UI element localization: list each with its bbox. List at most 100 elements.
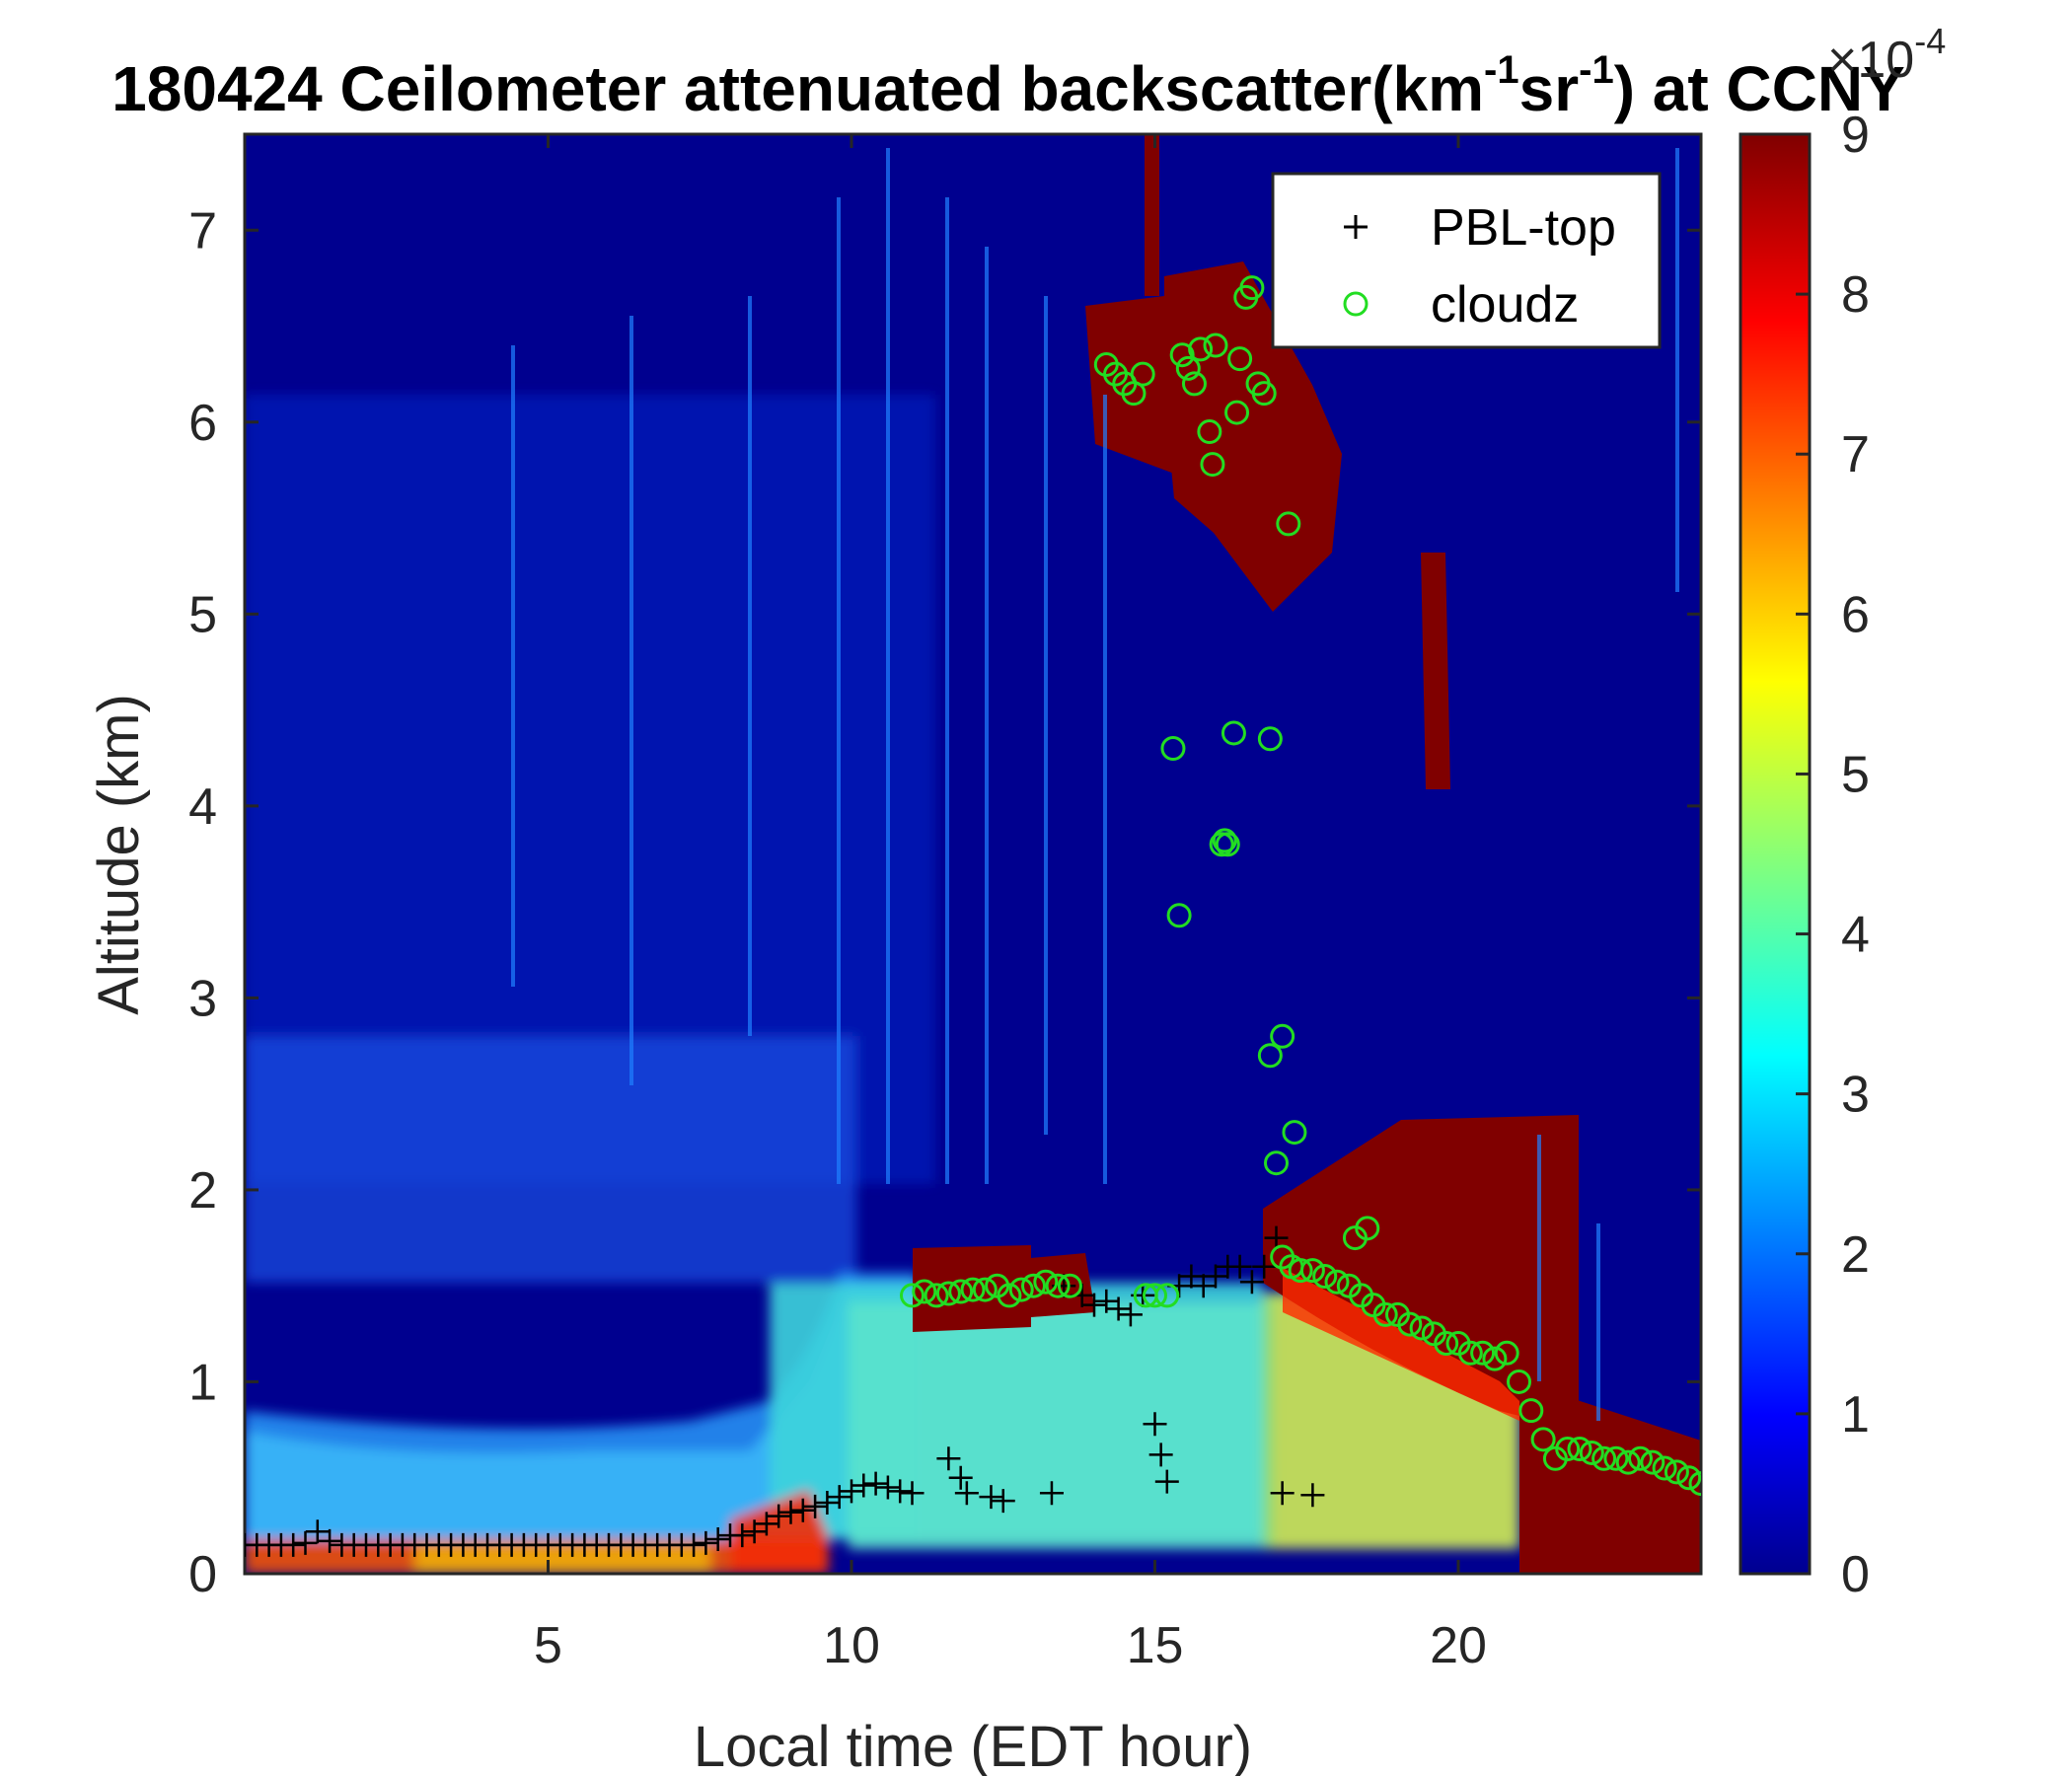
pbl-top-marker xyxy=(1082,1293,1106,1317)
pbl-top-marker xyxy=(815,1491,840,1516)
pbl-top-marker xyxy=(318,1528,342,1553)
cloudz-marker xyxy=(1397,1311,1423,1337)
pbl-top-marker xyxy=(1118,1302,1143,1327)
legend-cloudz-marker xyxy=(1343,291,1369,317)
cloudz-marker xyxy=(900,1283,925,1308)
cloudz-marker xyxy=(1270,1023,1295,1049)
colorbar-tick-label: 2 xyxy=(1841,1226,1870,1284)
cloudz-marker xyxy=(1021,1273,1046,1298)
pbl-top-marker xyxy=(1270,1481,1295,1506)
cloudz-marker xyxy=(1324,1269,1350,1295)
cloudz-marker xyxy=(1457,1340,1483,1366)
cloudz-marker xyxy=(935,1281,961,1306)
cloudz-marker xyxy=(1470,1340,1496,1366)
pbl-top-marker xyxy=(1239,1270,1264,1295)
y-tick-label: 5 xyxy=(188,586,217,643)
cloudz-marker xyxy=(1045,1273,1071,1298)
legend-pbl-marker xyxy=(1344,215,1368,239)
pbl-top-marker xyxy=(790,1498,815,1522)
cloudz-marker xyxy=(997,1283,1022,1308)
pbl-top-marker xyxy=(827,1485,851,1510)
cloudz-marker xyxy=(1239,275,1265,301)
pbl-top-marker xyxy=(1252,1254,1277,1279)
cloudz-marker xyxy=(1312,1263,1338,1289)
cloudz-marker xyxy=(1579,1440,1604,1465)
cloudz-marker xyxy=(1270,1244,1295,1270)
pbl-top-marker xyxy=(948,1465,973,1490)
cloudz-marker xyxy=(912,1279,937,1304)
cloudz-marker xyxy=(1530,1427,1556,1452)
y-tick-label: 6 xyxy=(188,395,217,452)
colorbar-tick-label: 6 xyxy=(1841,586,1870,643)
legend-label-pbl-top: PBL-top xyxy=(1431,199,1616,257)
pbl-top-marker xyxy=(840,1479,863,1504)
cloudz-marker xyxy=(1181,371,1207,397)
cloudz-marker xyxy=(1482,1346,1508,1371)
y-tick-label: 1 xyxy=(188,1354,217,1411)
cloudz-marker xyxy=(1160,736,1186,762)
y-tick-label: 2 xyxy=(188,1162,217,1220)
cloudz-marker xyxy=(1200,452,1225,478)
chart-title: 180424 Ceilometer attenuated backscatter… xyxy=(111,48,1905,124)
colorbar-tick-label: 0 xyxy=(1841,1546,1870,1603)
pbl-top-marker xyxy=(778,1500,803,1524)
pbl-top-marker xyxy=(1106,1296,1131,1321)
pbl-top-marker xyxy=(900,1481,925,1506)
cloudz-marker xyxy=(1282,1120,1307,1146)
y-axis-label: Altitude (km) xyxy=(87,694,151,1015)
cloudz-marker xyxy=(1628,1445,1653,1471)
pbl-top-marker xyxy=(979,1485,1003,1510)
cloudz-marker xyxy=(1166,903,1192,928)
series-layer xyxy=(245,275,1701,1557)
series-cloudz xyxy=(900,275,1701,1497)
cloudz-marker xyxy=(1251,381,1277,407)
cloudz-marker xyxy=(1224,400,1250,425)
colorbar-tick-label: 7 xyxy=(1841,426,1870,483)
pbl-top-marker xyxy=(875,1475,900,1500)
colorbar-ticks: 0 1 2 3 4 5 6 7 8 9 xyxy=(1796,107,1870,1603)
y-tick-label: 3 xyxy=(188,970,217,1027)
y-axis-ticks: 0 1 2 3 4 5 6 7 xyxy=(188,202,1701,1603)
cloudz-marker xyxy=(1555,1437,1581,1462)
cloudz-marker xyxy=(1603,1445,1629,1471)
cloudz-marker xyxy=(1057,1273,1082,1298)
pbl-top-marker xyxy=(888,1479,913,1504)
cloudz-marker xyxy=(1664,1459,1689,1485)
cloudz-marker xyxy=(1209,832,1234,857)
pbl-top-marker xyxy=(1204,1264,1227,1289)
cloudz-marker xyxy=(1221,720,1246,746)
cloudz-marker xyxy=(1121,381,1147,407)
pbl-top-marker xyxy=(936,1446,961,1471)
pbl-top-marker xyxy=(954,1481,979,1506)
colorbar xyxy=(1739,132,1812,1576)
pbl-top-marker xyxy=(1179,1264,1204,1289)
pbl-top-marker xyxy=(803,1494,828,1518)
x-tick-label: 20 xyxy=(1430,1617,1487,1674)
cloudz-marker xyxy=(1591,1445,1617,1471)
colorbar-tick-label: 1 xyxy=(1841,1386,1870,1443)
pbl-top-marker xyxy=(754,1512,778,1536)
cloudz-marker xyxy=(960,1277,986,1302)
cloudz-marker xyxy=(1567,1437,1592,1462)
cloudz-marker xyxy=(948,1279,974,1304)
x-axis-ticks: 5 10 15 20 xyxy=(534,134,1487,1674)
cloudz-marker xyxy=(1652,1455,1677,1481)
pbl-top-marker xyxy=(1227,1254,1252,1279)
pbl-top-marker xyxy=(742,1519,767,1544)
cloudz-marker xyxy=(1154,1283,1180,1308)
series-pbl-top xyxy=(245,1225,1325,1557)
cloudz-marker xyxy=(1676,1465,1701,1491)
pbl-top-marker xyxy=(682,1532,706,1557)
cloudz-marker xyxy=(1143,1283,1167,1308)
cloudz-marker xyxy=(1640,1449,1665,1475)
cloudz-marker xyxy=(1257,726,1283,752)
cloudz-marker xyxy=(1227,346,1253,372)
cloudz-marker xyxy=(1033,1269,1059,1295)
colorbar-tick-label: 5 xyxy=(1841,746,1870,803)
y-tick-label: 7 xyxy=(188,202,217,259)
cloudz-marker xyxy=(1299,1258,1325,1284)
cloudz-marker xyxy=(1355,1216,1380,1241)
cloudz-marker xyxy=(1188,336,1214,362)
plot-frame xyxy=(243,132,1703,1576)
